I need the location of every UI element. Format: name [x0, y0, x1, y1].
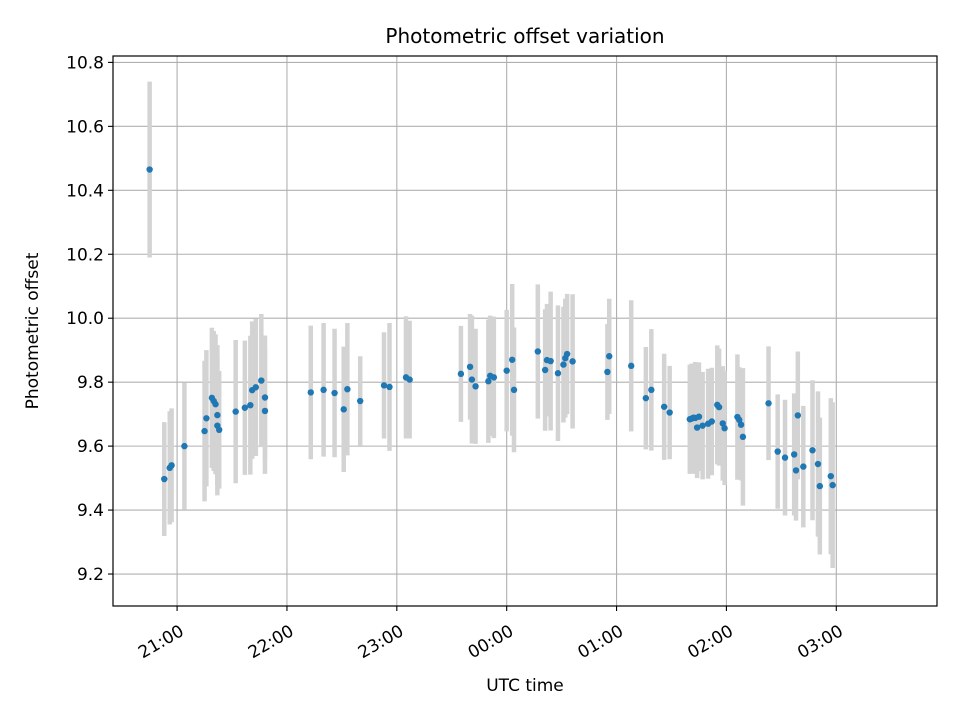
data-point	[606, 353, 613, 360]
data-point	[699, 422, 706, 429]
data-point	[739, 433, 747, 441]
data-point	[708, 418, 715, 425]
data-point	[604, 368, 611, 376]
data-point	[386, 383, 393, 391]
y-tick-label: 9.4	[77, 501, 104, 521]
data-point	[201, 427, 208, 435]
data-point	[800, 463, 807, 470]
data-point	[472, 383, 479, 390]
y-tick-label: 10.8	[66, 53, 104, 73]
y-tick-label: 10.4	[66, 181, 104, 201]
data-point	[829, 481, 836, 489]
y-tick-label: 10.2	[66, 245, 104, 265]
data-point	[216, 426, 223, 434]
data-point	[774, 448, 781, 455]
data-point	[466, 363, 474, 371]
data-point	[721, 425, 728, 432]
data-point	[554, 370, 562, 377]
data-point	[695, 413, 703, 420]
data-point	[563, 350, 571, 358]
data-point	[406, 376, 413, 383]
data-point	[331, 389, 338, 397]
x-axis-label: UTC time	[486, 676, 564, 696]
plot-area-frame	[112, 55, 938, 607]
y-tick-label: 9.8	[77, 373, 104, 393]
data-point	[510, 386, 518, 394]
data-point	[736, 416, 743, 424]
data-point	[715, 403, 723, 411]
data-point	[809, 447, 816, 454]
data-point	[457, 370, 465, 378]
data-point	[232, 408, 239, 415]
data-point	[814, 460, 822, 468]
data-point	[569, 358, 576, 365]
y-tick-label: 9.2	[77, 565, 104, 585]
data-point	[340, 406, 347, 413]
y-axis-ticks: 9.2 9.4 9.6 9.8 10.0 10.2 10.4 10.6 10.8	[66, 53, 113, 585]
data-point	[258, 377, 265, 384]
data-point	[344, 385, 351, 393]
data-point	[790, 451, 798, 458]
data-point	[648, 386, 655, 394]
data-point	[827, 472, 834, 480]
data-point	[168, 462, 175, 469]
data-points	[146, 166, 836, 490]
data-point	[794, 412, 802, 419]
data-point	[737, 421, 745, 428]
data-point	[468, 376, 476, 383]
data-point	[719, 420, 726, 427]
data-point	[212, 401, 219, 408]
data-point	[534, 348, 542, 355]
data-point	[541, 366, 549, 374]
data-point	[261, 394, 269, 401]
chart-title: Photometric offset variation	[385, 24, 664, 48]
data-point	[357, 397, 364, 405]
data-point	[241, 404, 249, 411]
y-axis-label: Photometric offset	[23, 252, 43, 409]
data-point	[261, 407, 269, 415]
data-point	[693, 424, 701, 431]
data-point	[490, 374, 498, 381]
data-point	[320, 386, 327, 394]
data-point	[181, 442, 188, 450]
data-point	[146, 166, 153, 173]
data-point	[503, 367, 510, 374]
data-point	[214, 411, 221, 419]
data-point	[203, 415, 210, 422]
data-point	[781, 454, 789, 461]
y-tick-label: 9.6	[77, 437, 104, 457]
data-point	[660, 403, 668, 410]
data-point	[628, 362, 635, 370]
data-point	[161, 475, 168, 483]
data-point	[560, 361, 567, 368]
data-point	[765, 400, 772, 407]
data-point	[485, 378, 492, 385]
data-point	[816, 482, 824, 490]
data-point	[380, 382, 388, 389]
y-tick-label: 10.0	[66, 309, 104, 329]
y-tick-label: 10.6	[66, 117, 104, 137]
data-point	[307, 389, 314, 396]
data-point	[547, 357, 554, 365]
data-point	[792, 467, 800, 474]
data-point	[666, 409, 673, 416]
data-point	[508, 356, 516, 363]
data-point	[642, 394, 650, 402]
data-point	[252, 384, 260, 391]
data-point	[247, 401, 254, 409]
